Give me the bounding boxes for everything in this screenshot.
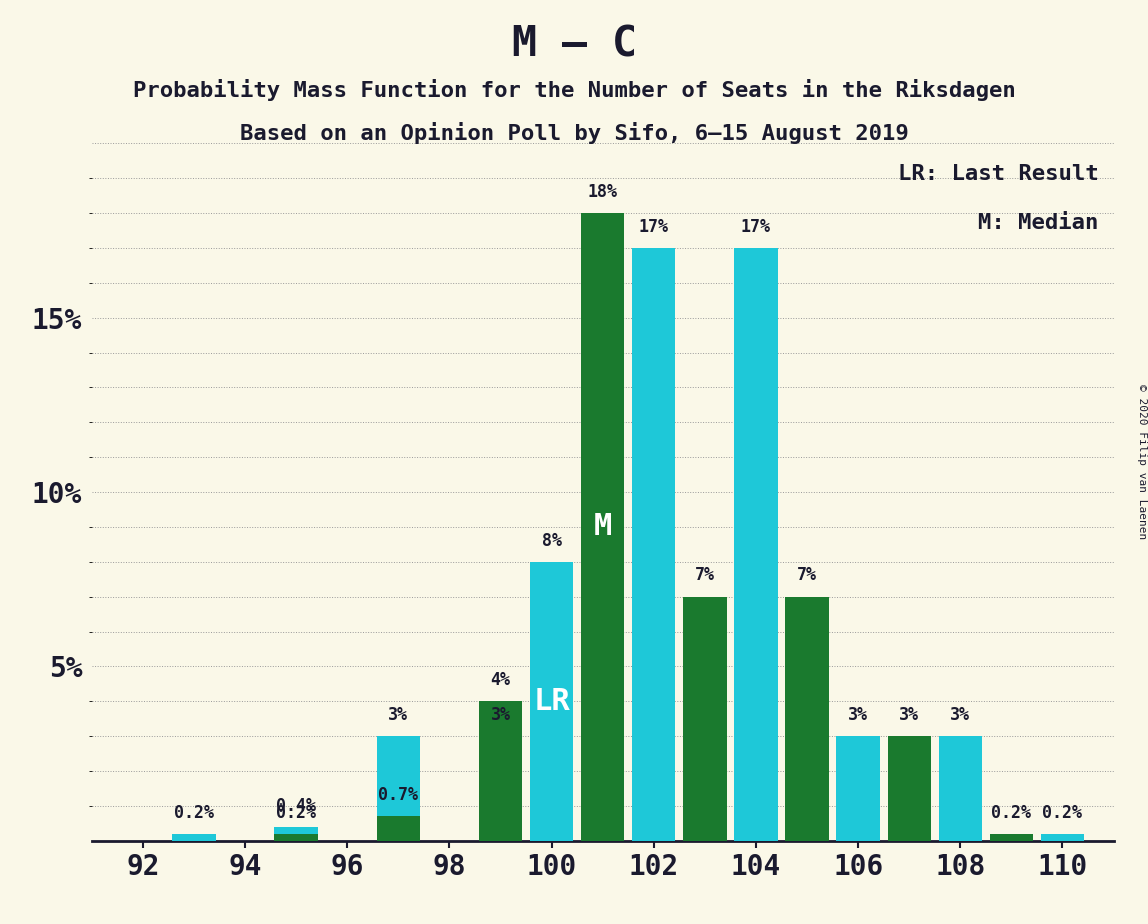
Bar <box>530 562 573 841</box>
Text: 3%: 3% <box>490 706 511 724</box>
Text: 7%: 7% <box>797 566 817 585</box>
Bar <box>377 736 420 841</box>
Text: 0.2%: 0.2% <box>992 804 1031 821</box>
Bar <box>479 736 522 841</box>
Text: 4%: 4% <box>490 671 511 689</box>
Text: 17%: 17% <box>740 218 771 236</box>
Text: M – C: M – C <box>512 23 636 65</box>
Bar <box>1041 833 1084 841</box>
Text: 3%: 3% <box>951 706 970 724</box>
Text: 0.2%: 0.2% <box>174 804 214 821</box>
Text: 0.4%: 0.4% <box>277 796 316 815</box>
Text: LR: LR <box>533 687 571 716</box>
Bar <box>939 736 982 841</box>
Bar <box>735 248 777 841</box>
Text: 0.2%: 0.2% <box>1042 804 1083 821</box>
Bar <box>274 833 318 841</box>
Bar <box>377 817 420 841</box>
Text: 3%: 3% <box>848 706 868 724</box>
Text: M: M <box>594 513 612 541</box>
Bar <box>581 213 625 841</box>
Bar <box>785 597 829 841</box>
Text: M: Median: M: Median <box>978 213 1099 233</box>
Text: Probability Mass Function for the Number of Seats in the Riksdagen: Probability Mass Function for the Number… <box>133 79 1015 101</box>
Text: 0.7%: 0.7% <box>379 786 418 804</box>
Bar <box>683 597 727 841</box>
Bar <box>837 736 879 841</box>
Text: 3%: 3% <box>388 706 409 724</box>
Text: 7%: 7% <box>695 566 715 585</box>
Text: 8%: 8% <box>542 531 561 550</box>
Bar <box>479 701 522 841</box>
Text: 17%: 17% <box>638 218 669 236</box>
Bar <box>887 736 931 841</box>
Text: © 2020 Filip van Laenen: © 2020 Filip van Laenen <box>1138 384 1147 540</box>
Bar <box>990 833 1033 841</box>
Bar <box>633 248 675 841</box>
Text: Based on an Opinion Poll by Sifo, 6–15 August 2019: Based on an Opinion Poll by Sifo, 6–15 A… <box>240 122 908 144</box>
Text: LR: Last Result: LR: Last Result <box>898 164 1099 184</box>
Bar <box>274 827 318 841</box>
Text: 3%: 3% <box>899 706 920 724</box>
Text: 18%: 18% <box>588 183 618 201</box>
Text: 0.2%: 0.2% <box>277 804 316 821</box>
Bar <box>172 833 216 841</box>
